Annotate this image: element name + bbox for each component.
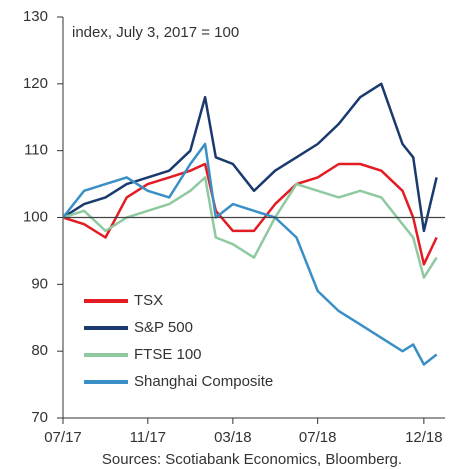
- y-tick-label: 120: [23, 75, 48, 92]
- x-tick-label: 03/18: [214, 429, 252, 446]
- legend-label: TSX: [134, 292, 163, 309]
- y-tick-label: 80: [31, 342, 48, 359]
- y-tick-label: 110: [24, 142, 48, 159]
- y-tick-label: 130: [23, 8, 48, 25]
- annotation: index, July 3, 2017 = 100: [72, 24, 239, 41]
- x-tick-label: 11/17: [130, 429, 166, 446]
- series-line: [62, 142, 438, 366]
- x-tick-label: 07/18: [299, 429, 337, 446]
- legend-label: FTSE 100: [134, 346, 202, 363]
- legend-label: S&P 500: [134, 319, 193, 336]
- y-tick-label: 100: [23, 208, 48, 225]
- series-line: [62, 176, 438, 279]
- x-tick-label: 07/17: [44, 429, 82, 446]
- source: Sources: Scotiabank Economics, Bloomberg…: [102, 451, 402, 468]
- y-tick-label: 70: [31, 409, 48, 426]
- legend-label: Shanghai Composite: [134, 373, 273, 390]
- x-tick-label: 12/18: [405, 429, 443, 446]
- series-line: [62, 162, 438, 266]
- y-tick-label: 90: [31, 275, 48, 292]
